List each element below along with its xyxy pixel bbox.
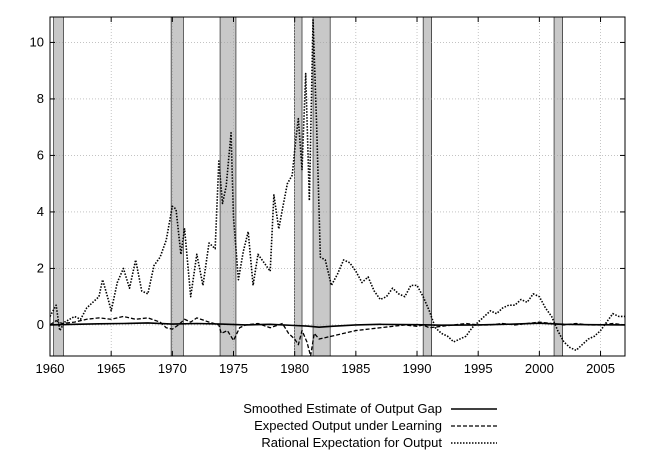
plot-frame [49,16,626,357]
series-line-1 [50,315,625,356]
axes: 1960 1965 1970 1975 1980 1985 1990 1995 2000 2005… [30,16,626,376]
legend: Smoothed Estimate of Output Gap Expected … [243,401,497,450]
recession-band-3 [294,16,303,357]
x-tick-label: 1995 [464,361,493,376]
x-tick-label: 1960 [36,361,65,376]
legend-label-2: Rational Expectation for Output [261,435,442,450]
recession-bands [53,16,563,357]
series-line-0 [50,322,625,328]
y-tick-label: 6 [37,147,44,162]
x-tick-label: 1970 [158,361,187,376]
x-tick-label: 1975 [219,361,248,376]
legend-label-1: Expected Output under Learning [254,418,442,433]
recession-band-6 [553,16,563,357]
x-tick-label: 2005 [586,361,615,376]
recession-band-4 [312,16,331,357]
legend-label-0: Smoothed Estimate of Output Gap [243,401,442,416]
x-tick-label: 1990 [403,361,432,376]
x-tick-label: 2000 [525,361,554,376]
y-tick-label: 0 [37,317,44,332]
recession-band-1 [170,16,184,357]
grid [49,17,625,356]
y-tick-label: 10 [30,34,44,49]
series-line-2 [50,19,625,352]
y-tick-label: 8 [37,91,44,106]
series [50,19,625,356]
recession-band-0 [53,16,64,357]
y-tick-label: 2 [37,260,44,275]
x-tick-label: 1985 [341,361,370,376]
y-tick-label: 4 [37,204,44,219]
x-tick-label: 1965 [97,361,126,376]
x-tick-label: 1980 [280,361,309,376]
